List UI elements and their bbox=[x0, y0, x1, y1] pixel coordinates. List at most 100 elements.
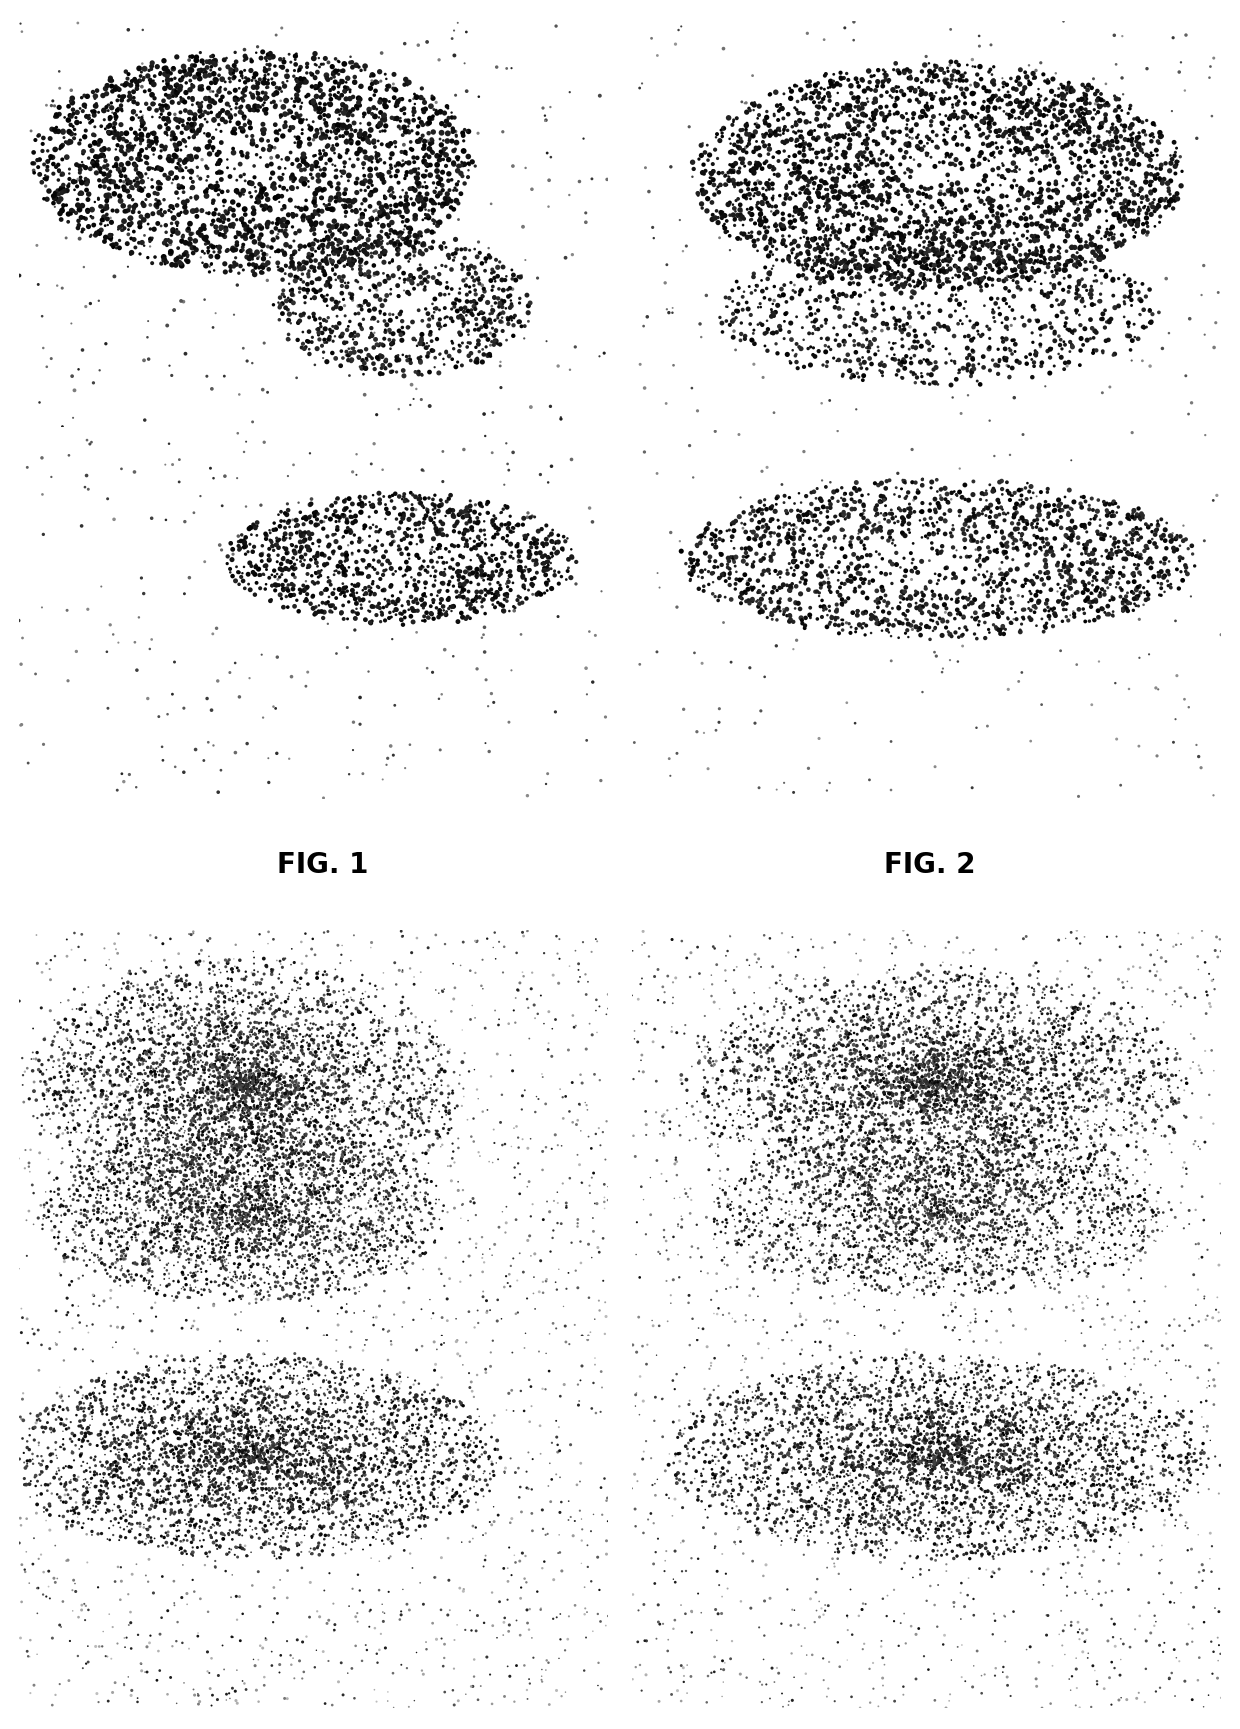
Point bbox=[1049, 270, 1069, 297]
Point bbox=[1023, 1127, 1043, 1155]
Point bbox=[816, 970, 836, 998]
Point bbox=[799, 73, 818, 100]
Point bbox=[224, 1063, 244, 1091]
Point bbox=[162, 194, 182, 221]
Point bbox=[1130, 503, 1149, 531]
Point bbox=[882, 1119, 901, 1146]
Point bbox=[740, 654, 760, 681]
Point bbox=[952, 1392, 972, 1420]
Point bbox=[1038, 503, 1058, 531]
Point bbox=[992, 1037, 1012, 1065]
Point bbox=[980, 78, 999, 105]
Point bbox=[806, 126, 826, 154]
Point bbox=[500, 503, 520, 531]
Point bbox=[325, 157, 345, 185]
Point bbox=[1142, 301, 1162, 329]
Point bbox=[217, 1394, 237, 1421]
Point bbox=[1086, 567, 1106, 595]
Point bbox=[257, 47, 277, 74]
Point bbox=[360, 277, 379, 304]
Point bbox=[849, 612, 869, 640]
Point bbox=[228, 1050, 248, 1077]
Point bbox=[195, 1458, 215, 1485]
Point bbox=[755, 1015, 775, 1043]
Point bbox=[206, 1129, 226, 1157]
Point bbox=[941, 1200, 961, 1228]
Point bbox=[138, 1169, 157, 1196]
Point bbox=[808, 180, 828, 207]
Point bbox=[501, 1509, 521, 1537]
Point bbox=[999, 1411, 1019, 1439]
Point bbox=[1161, 574, 1180, 602]
Point bbox=[548, 522, 568, 550]
Point bbox=[41, 92, 61, 119]
Point bbox=[376, 1454, 396, 1482]
Point bbox=[764, 1082, 784, 1110]
Point bbox=[428, 1459, 448, 1487]
Point bbox=[139, 1395, 159, 1423]
Point bbox=[434, 1630, 454, 1658]
Point bbox=[105, 1186, 125, 1214]
Point bbox=[314, 97, 334, 124]
Point bbox=[169, 1442, 188, 1470]
Point bbox=[1008, 1069, 1028, 1096]
Point bbox=[238, 1200, 258, 1228]
Point bbox=[790, 197, 810, 225]
Point bbox=[1040, 197, 1060, 225]
Point bbox=[227, 1077, 247, 1105]
Point bbox=[210, 147, 229, 175]
Point bbox=[942, 1452, 962, 1480]
Point bbox=[769, 116, 789, 144]
Point bbox=[299, 1112, 319, 1139]
Point bbox=[289, 512, 309, 539]
Point bbox=[1014, 201, 1034, 228]
Point bbox=[207, 168, 227, 195]
Point bbox=[274, 1032, 294, 1060]
Point bbox=[348, 538, 368, 565]
Point bbox=[218, 1250, 238, 1278]
Point bbox=[216, 999, 236, 1027]
Point bbox=[923, 510, 942, 538]
Point bbox=[1060, 1015, 1080, 1043]
Point bbox=[408, 590, 428, 617]
Point bbox=[792, 206, 812, 233]
Point bbox=[924, 1006, 944, 1034]
Point bbox=[1128, 1217, 1148, 1245]
Point bbox=[269, 1439, 289, 1466]
Point bbox=[104, 1449, 124, 1477]
Point bbox=[923, 1136, 942, 1164]
Point bbox=[864, 1082, 884, 1110]
Point bbox=[774, 271, 794, 299]
Point bbox=[802, 258, 822, 285]
Point bbox=[1002, 1458, 1022, 1485]
Point bbox=[1087, 1079, 1107, 1107]
Point bbox=[166, 999, 186, 1027]
Point bbox=[303, 1273, 322, 1300]
Point bbox=[960, 192, 980, 220]
Point bbox=[990, 1193, 1009, 1221]
Point bbox=[775, 1096, 795, 1124]
Point bbox=[341, 1317, 361, 1345]
Point bbox=[542, 453, 562, 481]
Point bbox=[996, 1627, 1016, 1655]
Point bbox=[1029, 496, 1049, 524]
Point bbox=[109, 226, 129, 254]
Point bbox=[734, 137, 754, 164]
Point bbox=[212, 1113, 232, 1141]
Point bbox=[153, 1563, 172, 1591]
Point bbox=[703, 1461, 723, 1489]
Point bbox=[773, 95, 792, 123]
Point bbox=[892, 220, 911, 247]
Point bbox=[1040, 1082, 1060, 1110]
Point bbox=[983, 598, 1003, 626]
Point bbox=[299, 520, 319, 548]
Point bbox=[894, 1152, 914, 1179]
Point bbox=[110, 998, 130, 1025]
Point bbox=[236, 1174, 255, 1202]
Point bbox=[122, 1120, 141, 1148]
Point bbox=[843, 598, 863, 626]
Point bbox=[739, 1079, 759, 1107]
Point bbox=[1083, 1056, 1102, 1084]
Point bbox=[980, 1060, 999, 1088]
Point bbox=[322, 221, 342, 249]
